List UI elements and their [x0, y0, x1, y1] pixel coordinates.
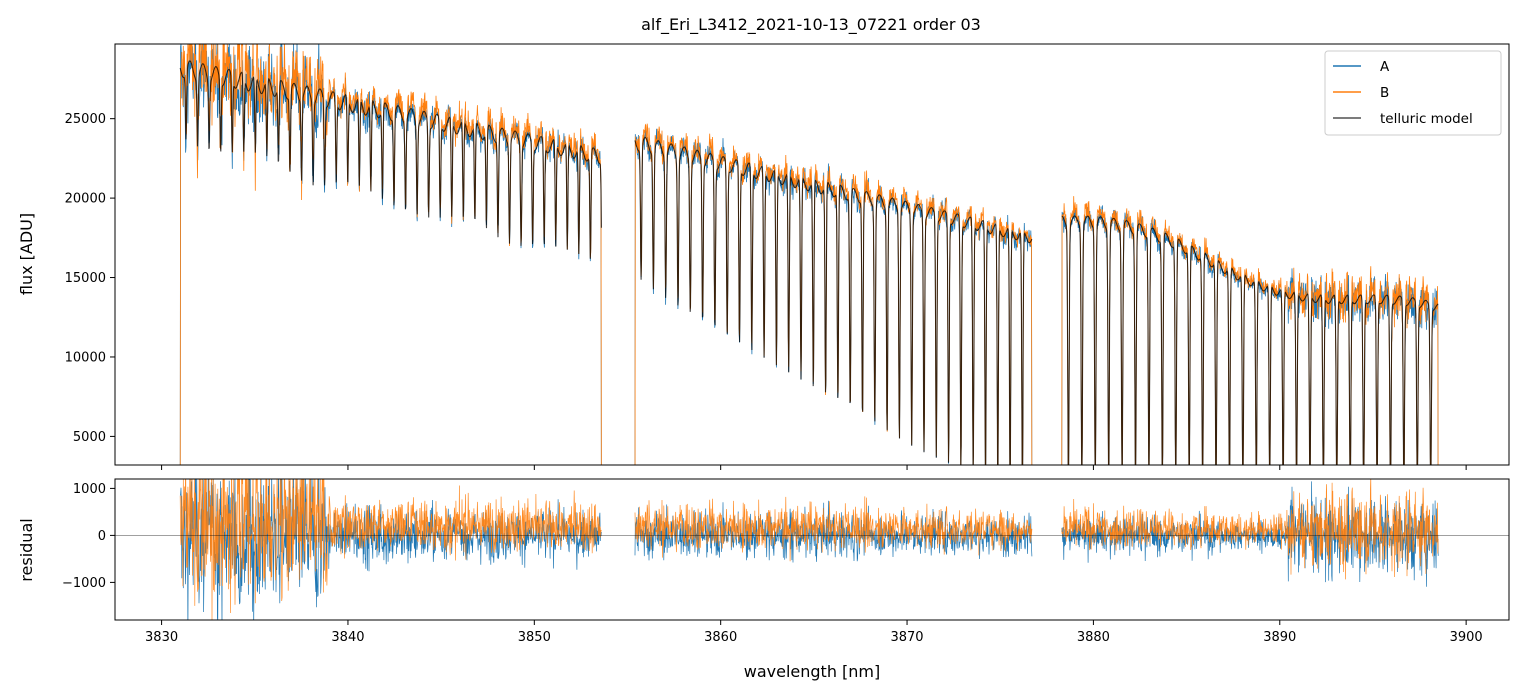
telluric-model-line — [1061, 215, 1439, 465]
flux-x-ticks — [161, 465, 1467, 470]
telluric-model-line — [179, 60, 602, 259]
telluric-model-line — [634, 137, 1033, 465]
residual-x-tick-label: 3850 — [518, 630, 551, 645]
residual-b-line — [634, 496, 1033, 562]
residual-y-ticks: −1000 0 1000 — [62, 482, 115, 591]
legend-label-a: A — [1380, 59, 1390, 75]
flux-y-tick-label: 5000 — [73, 430, 106, 445]
residual-x-tick-label: 3880 — [1077, 630, 1110, 645]
residual-x-tick-label: 3830 — [145, 630, 178, 645]
residual-y-tick-label: 1000 — [73, 482, 106, 497]
flux-panel: alf_Eri_L3412_2021-10-13_07221 order 03 … — [17, 15, 1510, 470]
residual-x-tick-label: 3860 — [704, 630, 737, 645]
flux-y-ticks: 5000 10000 15000 20000 25000 — [65, 112, 115, 445]
residual-b-line — [179, 479, 602, 620]
legend: A B telluric model — [1324, 50, 1502, 136]
residual-y-axis-label: residual — [17, 518, 36, 581]
residual-axes-frame — [114, 478, 1510, 621]
flux-axes-frame — [114, 43, 1510, 466]
flux-y-tick-label: 20000 — [65, 192, 106, 207]
legend-label-model: telluric model — [1380, 111, 1473, 127]
residual-b-line — [1061, 479, 1439, 580]
residual-x-ticks: 3830 3840 3850 3860 3870 3880 3890 3900 — [145, 620, 1483, 645]
legend-label-b: B — [1380, 85, 1389, 101]
chart-title: alf_Eri_L3412_2021-10-13_07221 order 03 — [641, 15, 981, 35]
legend-box — [1324, 50, 1502, 136]
residual-x-tick-label: 3890 — [1263, 630, 1296, 645]
flux-y-tick-label: 25000 — [65, 112, 106, 127]
residual-plot-area — [115, 479, 1509, 620]
flux-y-tick-label: 10000 — [65, 350, 106, 365]
residual-x-axis-label: wavelength [nm] — [744, 662, 881, 681]
residual-y-tick-label: 0 — [98, 529, 106, 544]
residual-x-tick-label: 3840 — [331, 630, 364, 645]
residual-y-tick-label: −1000 — [62, 576, 106, 591]
residual-x-tick-label: 3870 — [890, 630, 923, 645]
flux-y-axis-label: flux [ADU] — [17, 213, 36, 295]
flux-plot-area — [179, 44, 1439, 465]
residual-x-tick-label: 3900 — [1450, 630, 1483, 645]
flux-y-tick-label: 15000 — [65, 271, 106, 286]
